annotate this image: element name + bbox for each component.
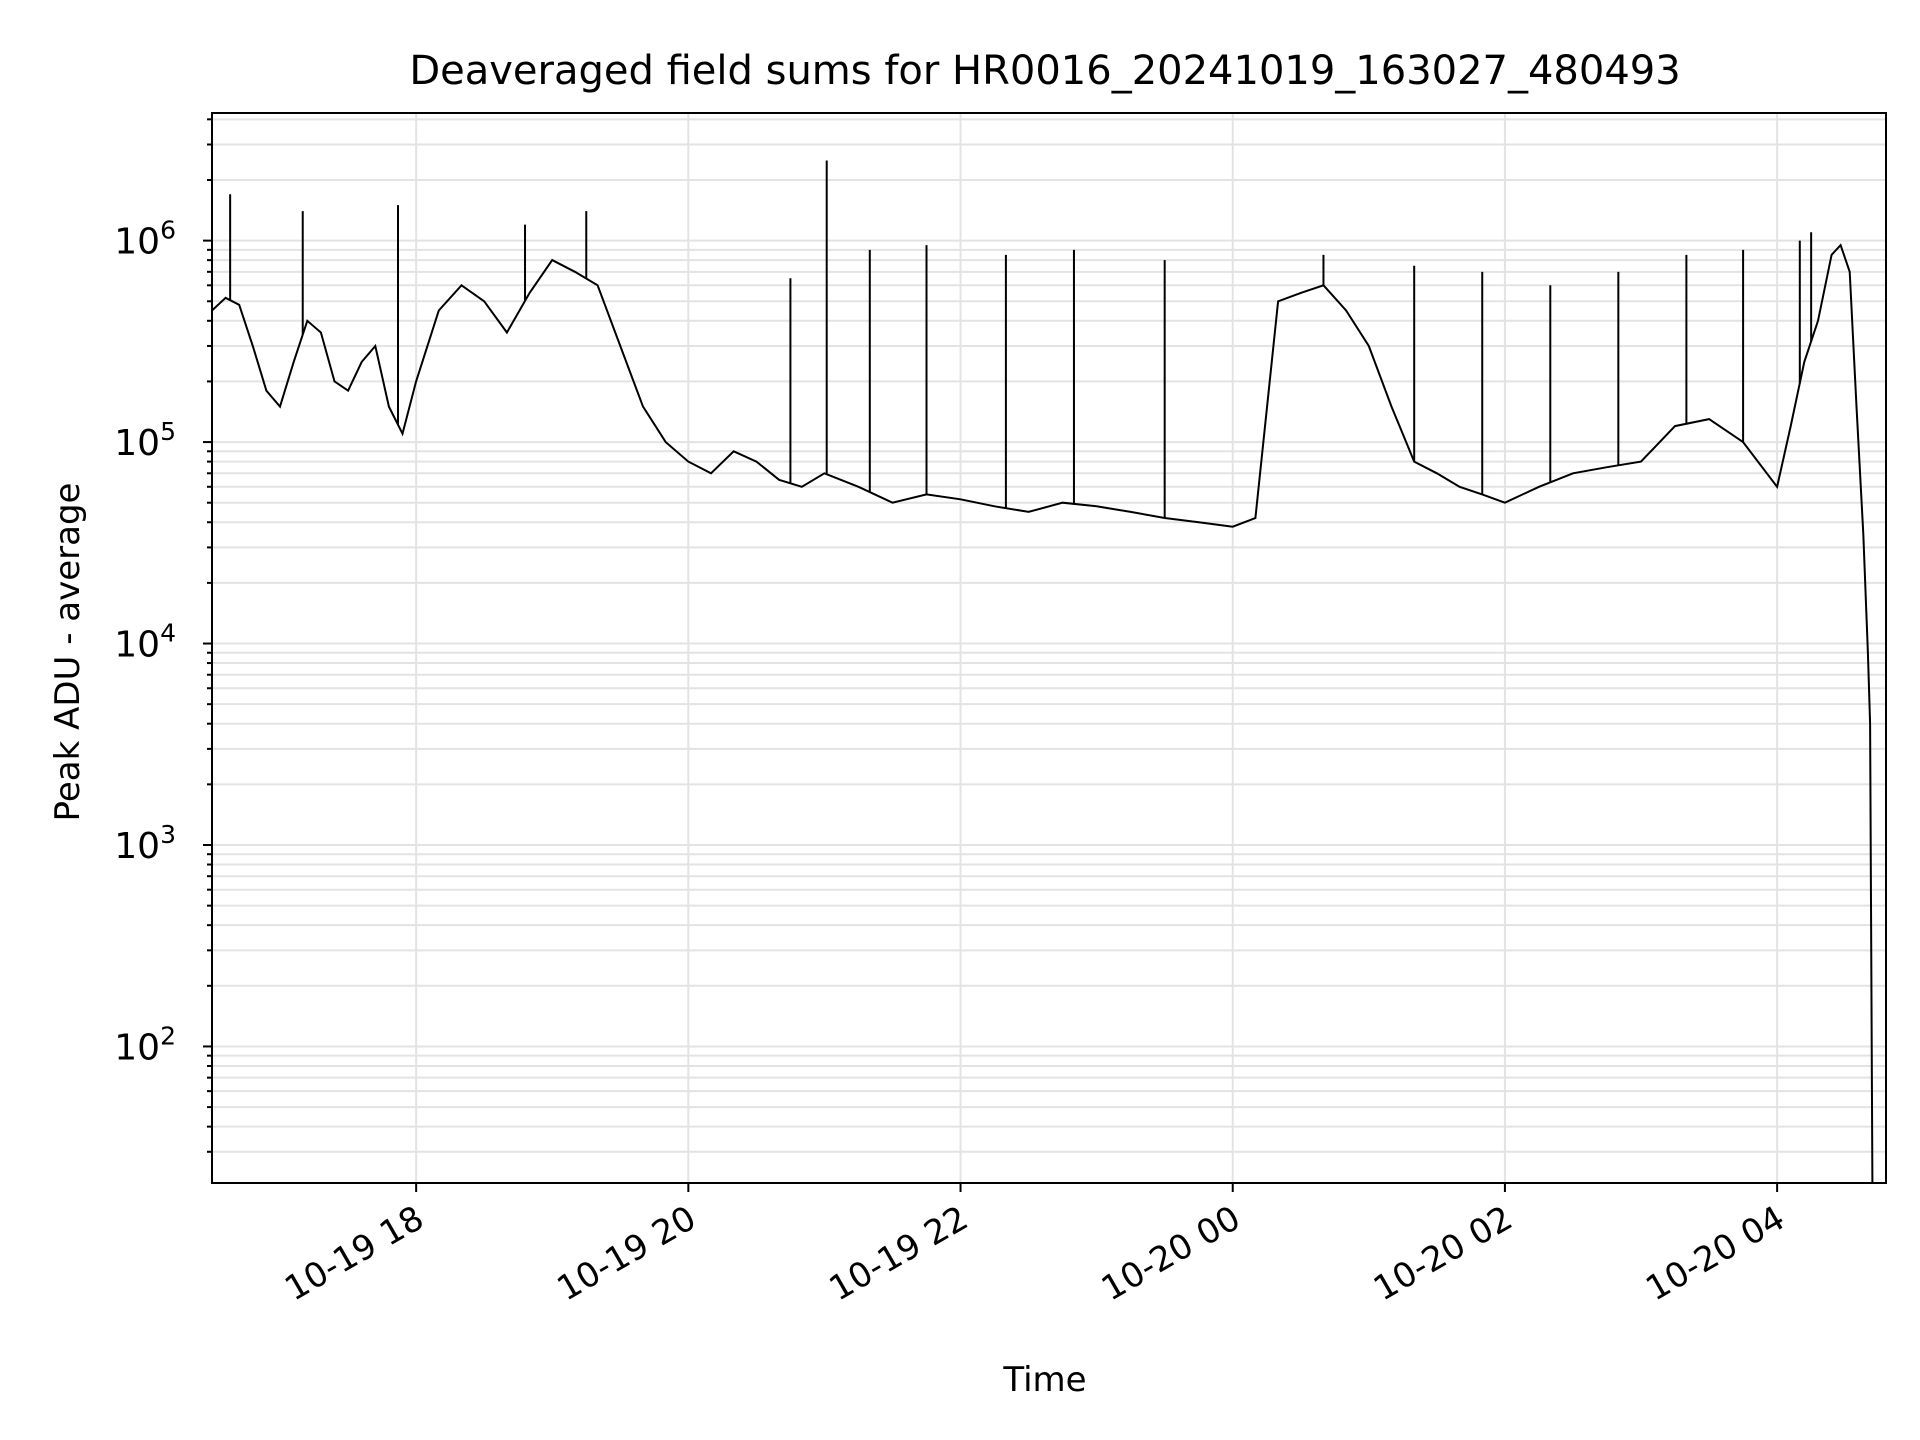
x-axis-label: Time bbox=[1002, 1360, 1086, 1400]
plot-area bbox=[211, 160, 1874, 1184]
axes-frame bbox=[211, 112, 1887, 1184]
y-tick-label: 106 bbox=[114, 216, 176, 263]
chart-title: Deaveraged field sums for HR0016_2024101… bbox=[409, 48, 1680, 94]
tick-marks bbox=[203, 118, 1779, 1192]
y-tick-label: 102 bbox=[114, 1021, 176, 1068]
data-series-line bbox=[211, 243, 1874, 1184]
y-axis-label: Peak ADU - average bbox=[48, 483, 88, 822]
y-tick-label: 103 bbox=[114, 820, 176, 867]
grid-lines bbox=[212, 113, 1886, 1183]
y-tick-label: 105 bbox=[114, 417, 176, 464]
y-tick-label: 104 bbox=[114, 619, 176, 666]
